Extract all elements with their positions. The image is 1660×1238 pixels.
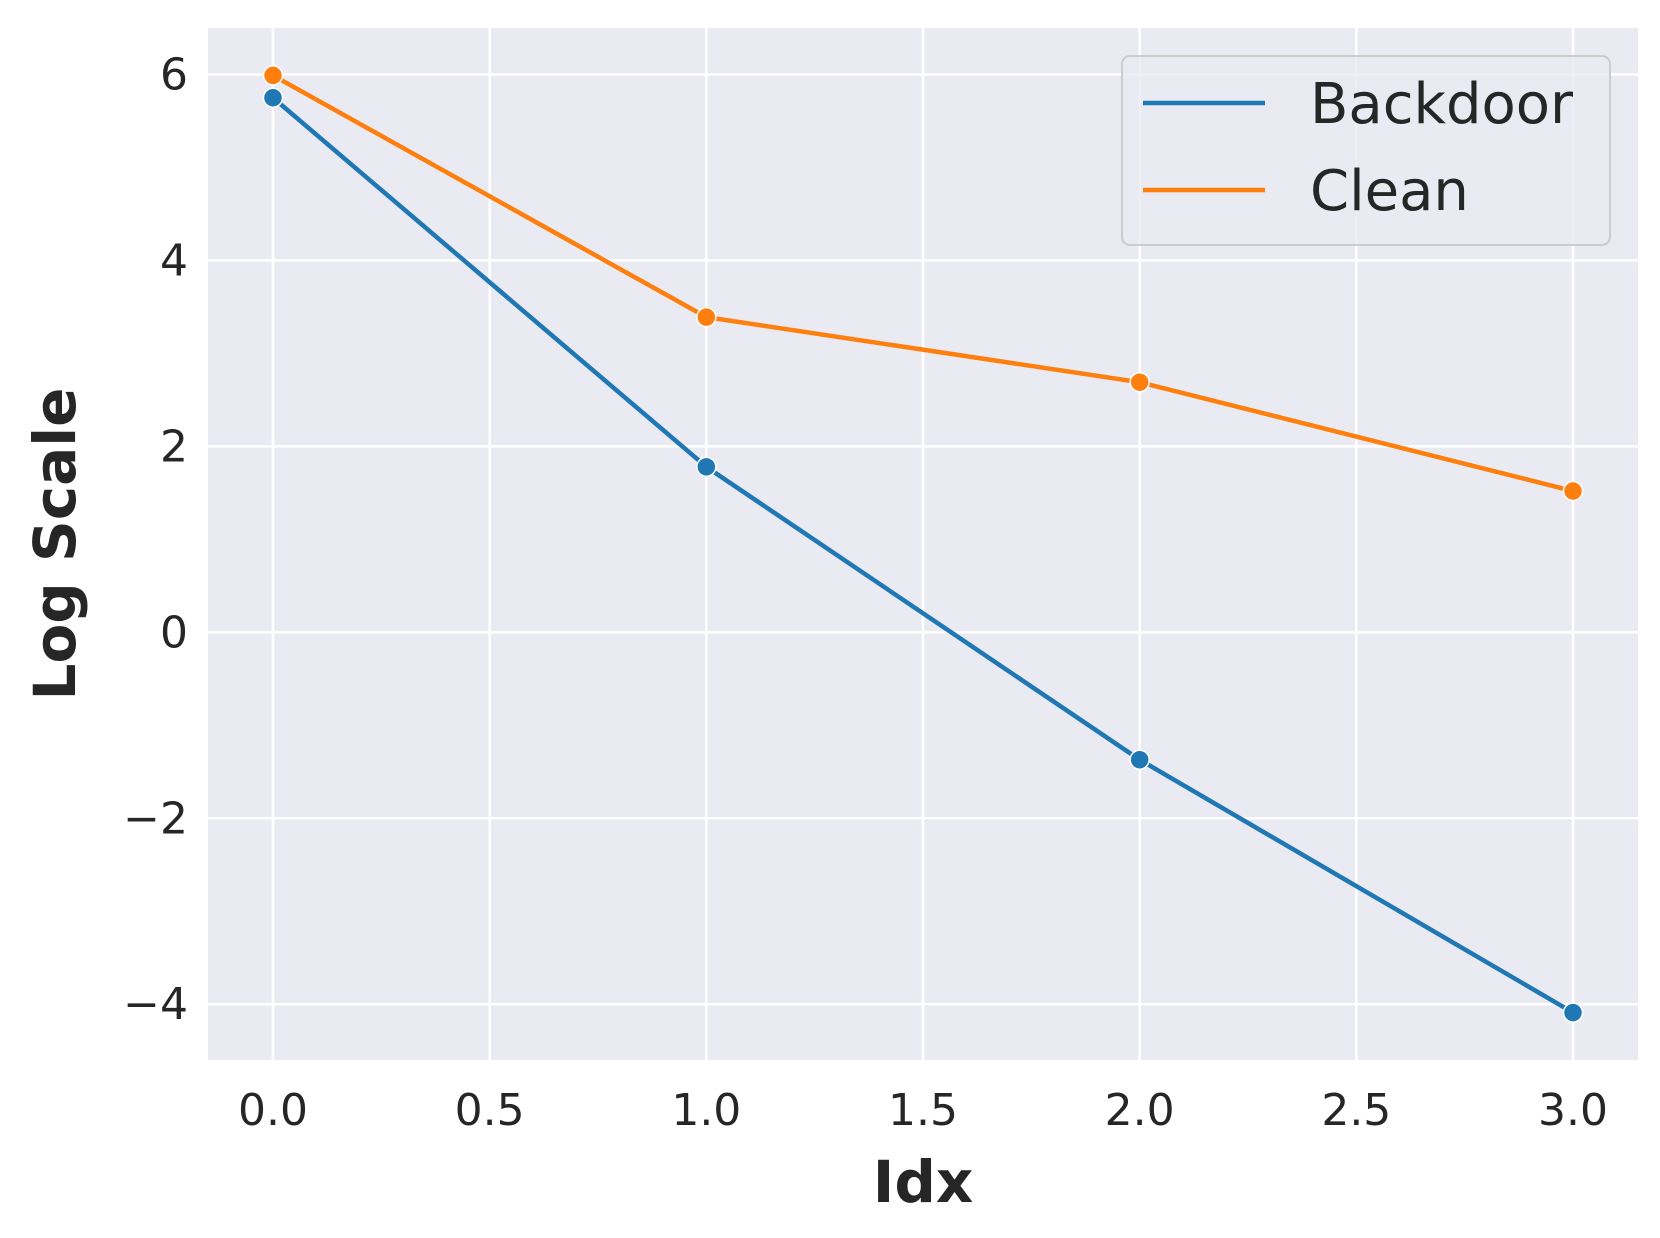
x-tick-label: 2.5 [1321, 1085, 1391, 1136]
y-tick-label: −4 [123, 979, 188, 1030]
data-point-backdoor [696, 456, 717, 478]
data-point-clean [1129, 371, 1150, 393]
x-tick-label: 2.0 [1105, 1085, 1175, 1136]
y-tick-label: −2 [123, 793, 188, 844]
series-line-clean [271, 73, 1574, 494]
y-tick-label: 2 [160, 421, 188, 472]
legend-label-backdoor: Backdoor [1310, 72, 1574, 137]
data-point-backdoor [1562, 1002, 1584, 1023]
x-tick-label: 0.0 [238, 1085, 308, 1136]
data-point-backdoor [1129, 749, 1150, 770]
legend: Backdoor Clean [1121, 55, 1611, 246]
series-line-backdoor [271, 96, 1575, 1015]
data-point-backdoor [262, 87, 284, 108]
data-point-clean [262, 65, 284, 86]
y-tick-label: 4 [160, 235, 188, 286]
x-tick-label: 0.5 [455, 1085, 525, 1136]
y-tick-labels: −4 −2 0 2 4 6 [123, 49, 188, 1030]
x-tick-label: 1.0 [671, 1085, 741, 1136]
x-tick-labels: 0.0 0.5 1.0 1.5 2.0 2.5 3.0 [238, 1085, 1608, 1136]
data-point-clean [696, 306, 717, 328]
x-axis-label: Idx [873, 1148, 974, 1216]
y-axis-label: Log Scale [21, 387, 89, 700]
data-point-clean [1562, 480, 1584, 502]
y-tick-label: 0 [160, 607, 188, 658]
x-tick-label: 3.0 [1538, 1085, 1608, 1136]
series-layer [262, 65, 1584, 1023]
y-tick-label: 6 [160, 49, 188, 100]
legend-label-clean: Clean [1310, 159, 1469, 224]
x-tick-label: 1.5 [888, 1085, 958, 1136]
